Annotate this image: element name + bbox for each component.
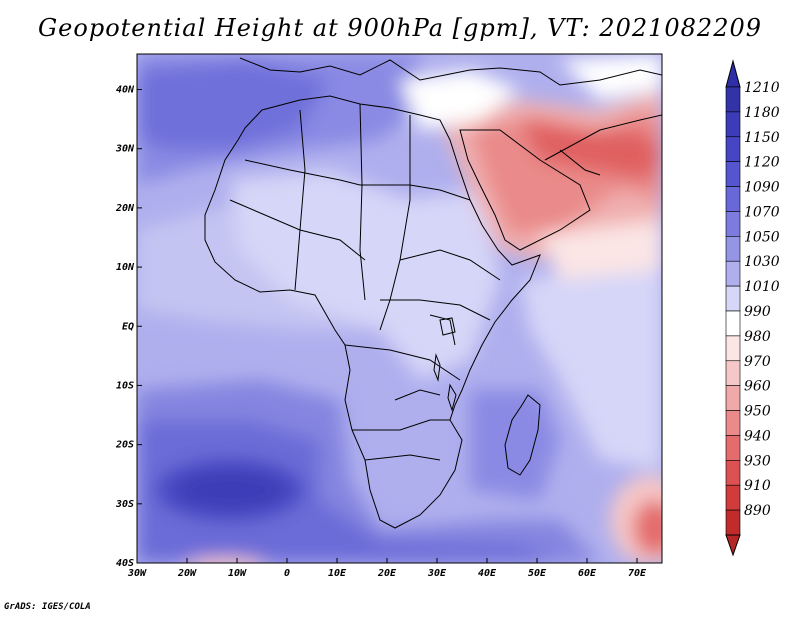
madagascar-coastline [504, 394, 541, 476]
colorbar-label: 990 [744, 304, 771, 320]
colorbar-swatch [725, 435, 741, 461]
colorbar-top-arrow [725, 59, 741, 88]
colorbar-swatch [725, 86, 741, 113]
colorbar-label: 910 [744, 478, 771, 494]
colorbar-swatch [725, 335, 741, 362]
lat-tick-label: 10S [116, 380, 134, 391]
colorbar-label: 1120 [744, 155, 780, 171]
colorbar-label: 1050 [744, 229, 780, 245]
colorbar-swatch [725, 360, 741, 386]
colorbar-label: 1010 [744, 279, 780, 295]
lon-tick-label: 30E [427, 568, 447, 579]
colorbar-swatch [725, 509, 741, 536]
latitude-axis: 40N 30N 20N 10N EQ 10S 20S 30S 40S [115, 85, 142, 569]
colorbar-swatch [725, 161, 741, 187]
colorbar-bottom-arrow [725, 534, 741, 557]
colorbar-swatch [725, 111, 741, 138]
colorbar-swatch [725, 211, 741, 237]
lon-tick-label: 20E [377, 568, 397, 579]
colorbar-label: 970 [744, 354, 771, 370]
arabia-coastline [459, 129, 591, 251]
lat-tick-label: 20N [115, 203, 135, 214]
colorbar-label: 1210 [744, 80, 780, 96]
lat-tick-label: EQ [122, 321, 134, 332]
colorbar-label: 980 [744, 329, 771, 345]
colorbar-label: 940 [744, 428, 771, 444]
longitude-axis: 30W 20W 10W 0 10E 20E 30E 40E 50E 60E 70E [127, 558, 647, 579]
colorbar-swatch [725, 136, 741, 162]
colorbar-swatch [725, 460, 741, 486]
coastlines [204, 57, 662, 529]
lon-tick-label: 60E [578, 568, 597, 579]
lon-tick-label: 50E [528, 568, 547, 579]
colorbar-swatch [725, 385, 741, 411]
grads-credit: GrADS: IGES/COLA [4, 602, 91, 612]
lon-tick-label: 30W [127, 568, 147, 579]
lat-tick-label: 30S [115, 499, 134, 510]
lon-tick-label: 70E [628, 568, 647, 579]
lat-tick-label: 40N [116, 85, 135, 96]
height-field-shading [137, 54, 662, 563]
colorbar-label: 950 [744, 404, 771, 420]
colorbar-swatch [725, 236, 741, 262]
colorbar-label: 1090 [744, 180, 780, 196]
colorbar-label: 1030 [744, 254, 780, 270]
colorbar-label: 1150 [744, 130, 780, 146]
colorbar-label: 960 [744, 379, 771, 395]
colorbar: 1210 1180 1150 1120 1090 1070 1050 1030 1010 990 9… [725, 59, 780, 557]
lon-tick-label: 0 [284, 568, 290, 579]
colorbar-label: 1180 [744, 105, 780, 121]
lat-tick-label: 20S [115, 440, 134, 451]
colorbar-label: 930 [744, 453, 771, 469]
map-frame [136, 53, 663, 564]
map-title: Geopotential Height at 900hPa [gpm], VT:… [38, 14, 762, 42]
lon-tick-label: 40E [478, 568, 497, 579]
lon-tick-label: 10E [328, 568, 347, 579]
colorbar-label: 890 [744, 503, 771, 519]
colorbar-label: 1070 [744, 204, 780, 220]
lat-tick-label: 30N [115, 144, 135, 155]
colorbar-swatch [725, 310, 741, 337]
colorbar-swatch [725, 260, 741, 287]
colorbar-swatch [725, 484, 741, 511]
lon-tick-label: 10W [228, 568, 247, 579]
lon-tick-label: 20W [177, 568, 197, 579]
colorbar-swatch [725, 186, 741, 212]
lat-tick-label: 10N [116, 262, 135, 273]
africa-coastline [204, 95, 541, 529]
colorbar-swatch [725, 410, 741, 436]
colorbar-swatch [725, 285, 741, 312]
lat-tick-label: 40S [116, 558, 134, 569]
